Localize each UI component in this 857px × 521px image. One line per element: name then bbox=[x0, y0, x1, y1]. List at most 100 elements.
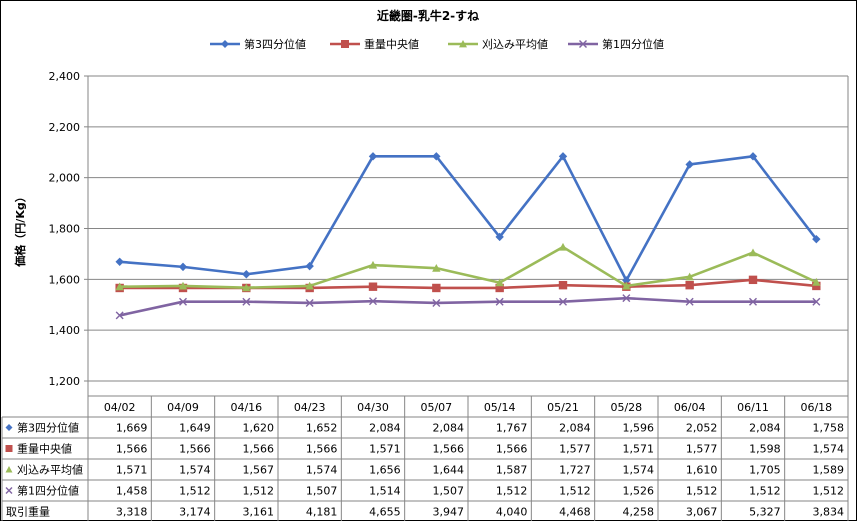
x-tick-label: 05/21 bbox=[547, 401, 579, 414]
data-point bbox=[685, 160, 694, 169]
y-axis-label: 価格（円/Kg） bbox=[13, 191, 27, 267]
x-tick-label: 04/02 bbox=[104, 401, 136, 414]
table-cell: 1,566 bbox=[433, 443, 465, 456]
table-cell: 1,596 bbox=[623, 422, 655, 435]
table-cell: 4,655 bbox=[369, 506, 401, 519]
table-cell: 1,587 bbox=[496, 464, 528, 477]
data-point bbox=[558, 280, 568, 290]
table-cell: 1,620 bbox=[243, 422, 275, 435]
table-cell: 1,577 bbox=[559, 443, 591, 456]
data-point bbox=[368, 152, 378, 161]
x-tick-label: 05/07 bbox=[420, 401, 452, 414]
table-cell: 1,574 bbox=[306, 464, 338, 477]
legend-marker bbox=[341, 40, 349, 48]
data-point bbox=[179, 297, 187, 306]
table-cell: 1,512 bbox=[813, 485, 845, 498]
data-point bbox=[622, 281, 631, 290]
table-cell: 1,566 bbox=[116, 443, 148, 456]
table-row-label: 刈込み平均値 bbox=[17, 464, 83, 477]
series-lines bbox=[115, 152, 821, 320]
table-cell: 1,574 bbox=[623, 464, 655, 477]
x-tick-label: 04/16 bbox=[230, 401, 262, 414]
legend-marker bbox=[579, 40, 587, 48]
data-point bbox=[305, 281, 314, 290]
table-row-label: 第1四分位値 bbox=[17, 484, 79, 498]
x-tick-label: 04/30 bbox=[357, 401, 389, 414]
table-cell: 4,181 bbox=[306, 506, 338, 519]
table-cell: 1,577 bbox=[686, 443, 718, 456]
table-cell: 1,705 bbox=[749, 464, 781, 477]
table-cell: 3,067 bbox=[686, 506, 718, 519]
data-point bbox=[495, 232, 504, 242]
x-tick-label: 06/11 bbox=[737, 401, 769, 414]
y-axis-ticks: 1,200 1,400 1,600 1,800 2,000 2,200 2,400 bbox=[49, 70, 88, 388]
legend-entry: 第3四分位値 bbox=[244, 37, 306, 51]
y-tick-label: 1,600 bbox=[49, 273, 81, 286]
table-cell: 1,566 bbox=[243, 443, 275, 456]
table-cell: 1,514 bbox=[369, 485, 401, 498]
x-tick-label: 04/09 bbox=[167, 401, 199, 414]
table-cell: 1,512 bbox=[749, 485, 781, 498]
x-tick-label: 05/14 bbox=[484, 401, 516, 414]
table-cell: 1,566 bbox=[496, 443, 528, 456]
data-point bbox=[178, 262, 188, 272]
data-point bbox=[115, 282, 124, 291]
data-point bbox=[368, 282, 378, 291]
grid bbox=[87, 75, 849, 382]
data-point bbox=[748, 248, 758, 257]
series-line bbox=[119, 155, 818, 282]
data-point bbox=[812, 234, 821, 244]
table-cell: 1,512 bbox=[686, 485, 718, 498]
y-tick-label: 1,400 bbox=[49, 324, 81, 337]
table-cell: 1,571 bbox=[369, 443, 401, 456]
data-point bbox=[749, 297, 757, 306]
table-cell: 1,512 bbox=[496, 485, 528, 498]
table-legend-key bbox=[5, 466, 13, 473]
legend: 第3四分位値 重量中央値 刈込み平均値 第1四分位値 bbox=[210, 37, 664, 51]
x-tick-label: 05/28 bbox=[610, 401, 642, 414]
data-point bbox=[495, 283, 504, 293]
legend-entry: 刈込み平均値 bbox=[482, 38, 548, 51]
table-cell: 5,327 bbox=[749, 506, 781, 519]
legend-entry: 第1四分位値 bbox=[602, 37, 664, 51]
chart-title: 近畿圏-乳牛2-すね bbox=[377, 8, 479, 23]
table-cell: 1,571 bbox=[116, 464, 148, 477]
table-cell: 1,571 bbox=[623, 443, 655, 456]
y-tick-label: 2,200 bbox=[49, 121, 81, 134]
x-tick-label: 04/23 bbox=[294, 401, 326, 414]
table-cell: 3,318 bbox=[116, 506, 148, 519]
x-tick-label: 06/04 bbox=[674, 401, 706, 414]
data-point bbox=[622, 276, 631, 285]
table-cell: 1,507 bbox=[306, 485, 338, 498]
data-point bbox=[242, 283, 251, 292]
table-cell: 1,507 bbox=[433, 485, 465, 498]
data-point bbox=[812, 281, 821, 291]
table-cell: 1,567 bbox=[243, 464, 275, 477]
data-point bbox=[432, 263, 441, 272]
data-point bbox=[812, 297, 821, 306]
data-point bbox=[559, 297, 567, 306]
data-point bbox=[305, 298, 314, 307]
table-cell: 1,574 bbox=[813, 443, 845, 456]
y-tick-label: 1,200 bbox=[49, 375, 81, 388]
table-cell: 1,727 bbox=[559, 464, 591, 477]
data-point bbox=[685, 272, 694, 281]
data-point bbox=[685, 280, 694, 290]
data-point bbox=[558, 152, 568, 161]
table-cell: 4,468 bbox=[559, 506, 591, 519]
data-point bbox=[432, 152, 441, 161]
table-cell: 3,834 bbox=[813, 506, 845, 519]
table-cell: 3,174 bbox=[179, 506, 211, 519]
data-point bbox=[242, 270, 251, 279]
data-point bbox=[305, 261, 314, 271]
table-cell: 2,084 bbox=[369, 422, 401, 435]
legend-entry: 重量中央値 bbox=[364, 37, 419, 51]
table-cell: 1,526 bbox=[623, 485, 655, 498]
table-cell: 1,652 bbox=[306, 422, 338, 435]
table-cell: 2,084 bbox=[559, 422, 591, 435]
data-point bbox=[558, 242, 568, 251]
data-point bbox=[685, 297, 694, 306]
table-cell: 1,669 bbox=[116, 422, 148, 435]
table-legend-key bbox=[5, 487, 13, 494]
